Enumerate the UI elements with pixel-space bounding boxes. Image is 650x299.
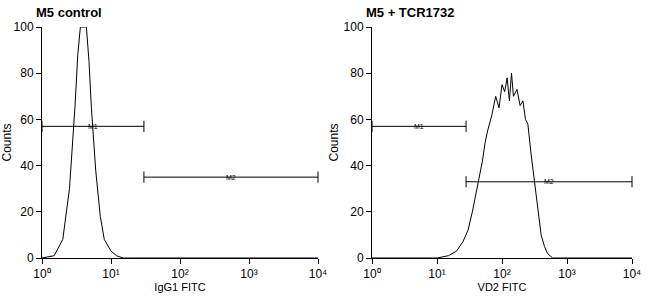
svg-text:60: 60 <box>350 113 364 127</box>
svg-text:40: 40 <box>20 159 34 173</box>
svg-text:100: 100 <box>14 20 34 34</box>
svg-text:20: 20 <box>20 205 34 219</box>
svg-text:10⁴: 10⁴ <box>309 267 328 281</box>
svg-text:M5 control: M5 control <box>36 5 102 20</box>
svg-text:M1: M1 <box>414 123 424 130</box>
svg-text:10²: 10² <box>493 267 510 281</box>
svg-text:10¹: 10¹ <box>428 267 445 281</box>
svg-text:60: 60 <box>20 113 34 127</box>
svg-text:10³: 10³ <box>240 267 257 281</box>
svg-text:M5 + TCR1732: M5 + TCR1732 <box>366 5 455 20</box>
svg-text:0: 0 <box>357 251 364 265</box>
svg-text:VD2 FITC: VD2 FITC <box>478 281 527 293</box>
svg-text:10³: 10³ <box>558 267 575 281</box>
svg-text:10¹: 10¹ <box>102 267 119 281</box>
svg-text:IgG1 FITC: IgG1 FITC <box>154 281 205 293</box>
svg-text:0: 0 <box>27 251 34 265</box>
svg-text:M1: M1 <box>88 123 98 130</box>
svg-text:80: 80 <box>350 66 364 80</box>
svg-text:10²: 10² <box>171 267 188 281</box>
svg-text:M2: M2 <box>544 178 554 185</box>
svg-text:10⁴: 10⁴ <box>623 267 642 281</box>
svg-text:10⁰: 10⁰ <box>363 267 380 281</box>
svg-text:100: 100 <box>344 20 364 34</box>
svg-text:M2: M2 <box>226 174 236 181</box>
svg-text:40: 40 <box>350 159 364 173</box>
svg-text:Counts: Counts <box>0 123 14 161</box>
svg-text:10⁰: 10⁰ <box>33 267 50 281</box>
svg-text:Counts: Counts <box>327 123 341 161</box>
svg-text:20: 20 <box>350 205 364 219</box>
svg-text:80: 80 <box>20 66 34 80</box>
